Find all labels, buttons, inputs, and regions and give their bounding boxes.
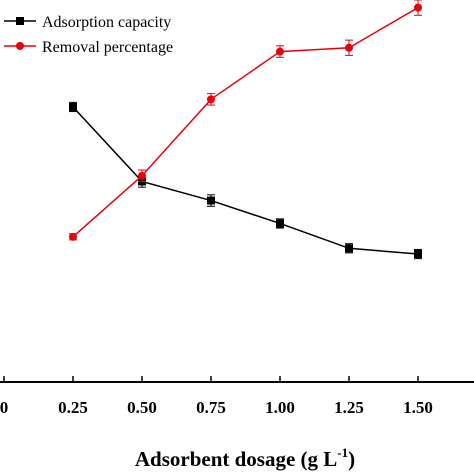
data-point-removal-percentage bbox=[345, 43, 353, 52]
legend-marker-adsorption-capacity bbox=[16, 17, 24, 25]
data-point-adsorption-capacity bbox=[414, 250, 422, 259]
legend-label-adsorption-capacity: Adsorption capacity bbox=[42, 14, 171, 31]
x-axis-title: Adsorbent dosage (g L-1) bbox=[135, 445, 355, 471]
data-point-removal-percentage bbox=[69, 232, 77, 241]
x-tick-label: 0.50 bbox=[127, 398, 157, 417]
x-axis-title-suffix: ) bbox=[348, 447, 355, 471]
data-point-adsorption-capacity bbox=[276, 219, 284, 228]
x-tick-label: 1.25 bbox=[334, 398, 364, 417]
data-point-adsorption-capacity bbox=[345, 244, 353, 253]
series-line-adsorption-capacity bbox=[72, 106, 419, 255]
x-tick-label: 0 bbox=[0, 398, 8, 417]
x-tick-labels: 00.250.500.751.001.251.501 bbox=[0, 398, 433, 417]
legend-marker-removal-percentage bbox=[16, 42, 24, 50]
legend: Adsorption capacity Removal percentage bbox=[4, 14, 173, 56]
data-point-removal-percentage bbox=[276, 47, 284, 56]
x-axis bbox=[0, 376, 474, 383]
x-tick-label: 1.00 bbox=[265, 398, 295, 417]
x-axis-title-main: Adsorbent dosage (g L bbox=[135, 447, 337, 471]
series-line-removal-percentage bbox=[72, 6, 419, 238]
x-tick-label: 0.75 bbox=[196, 398, 226, 417]
x-tick-label: 0.25 bbox=[58, 398, 88, 417]
data-point-adsorption-capacity bbox=[207, 196, 215, 205]
x-axis-title-superscript: -1 bbox=[337, 445, 348, 460]
plot-area bbox=[69, 0, 422, 260]
data-point-adsorption-capacity bbox=[69, 102, 77, 111]
data-point-removal-percentage bbox=[138, 171, 146, 180]
data-point-removal-percentage bbox=[207, 95, 215, 104]
legend-label-removal-percentage: Removal percentage bbox=[42, 39, 173, 56]
data-point-removal-percentage bbox=[414, 3, 422, 12]
x-tick-label: 1.50 bbox=[403, 398, 433, 417]
